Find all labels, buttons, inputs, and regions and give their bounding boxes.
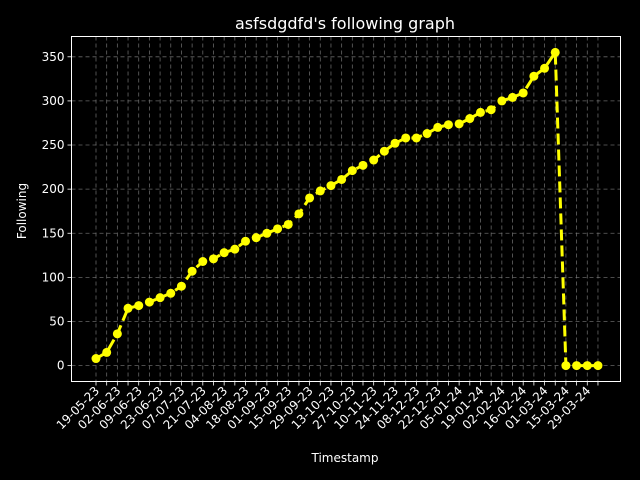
data-point	[273, 224, 283, 234]
data-point	[411, 133, 421, 143]
y-tick-label: 350	[42, 50, 65, 64]
data-point	[529, 71, 539, 81]
data-point	[582, 361, 592, 371]
data-point	[443, 120, 453, 130]
data-point	[465, 114, 475, 124]
data-point	[283, 219, 293, 229]
data-point	[593, 361, 603, 371]
data-point	[241, 236, 251, 246]
data-point	[486, 105, 496, 115]
data-point	[315, 186, 325, 196]
data-point	[497, 96, 507, 106]
data-point	[508, 92, 518, 102]
data-point	[208, 254, 218, 264]
x-axis-label: Timestamp	[311, 451, 379, 465]
y-axis-label: Following	[15, 183, 29, 239]
data-point	[433, 122, 443, 132]
data-point	[102, 347, 112, 357]
y-tick-label: 200	[42, 182, 65, 196]
data-point	[176, 281, 186, 291]
data-point	[144, 297, 154, 307]
data-point	[326, 181, 336, 191]
y-tick-label: 50	[49, 315, 64, 329]
y-tick-label: 150	[42, 226, 65, 240]
data-point	[187, 266, 197, 276]
data-point	[294, 209, 304, 219]
data-point	[219, 248, 229, 258]
data-point	[198, 257, 208, 266]
y-tick-label: 250	[42, 138, 65, 152]
y-tick-label: 100	[42, 270, 65, 284]
y-tick-label: 0	[57, 359, 65, 373]
data-point	[166, 288, 176, 298]
data-point	[422, 129, 432, 139]
plot-frame	[71, 36, 621, 382]
data-point	[262, 228, 272, 238]
data-point	[155, 293, 165, 303]
data-point	[454, 119, 464, 129]
data-point	[390, 138, 400, 148]
data-point	[305, 193, 315, 203]
data-point	[112, 329, 122, 339]
chart-title: asfsdgdfd's following graph	[235, 14, 455, 33]
grid-layer	[71, 36, 621, 382]
data-point	[358, 160, 368, 170]
data-point	[369, 155, 379, 165]
data-point	[379, 146, 389, 156]
data-point	[123, 303, 133, 313]
data-point	[134, 301, 144, 311]
series-layer	[91, 47, 603, 371]
y-tick-label: 300	[42, 94, 65, 108]
ticks-layer: 19-05-2302-06-2309-06-2323-06-2307-07-23…	[42, 50, 599, 432]
data-point	[572, 361, 582, 371]
data-point	[91, 354, 101, 364]
data-point	[230, 244, 240, 254]
data-point	[540, 63, 550, 73]
data-point	[347, 166, 357, 176]
data-point	[251, 233, 261, 243]
data-point	[561, 361, 571, 371]
data-point	[475, 107, 485, 117]
data-point	[550, 47, 560, 57]
data-point	[518, 88, 528, 98]
data-point	[401, 133, 411, 143]
data-point	[337, 174, 347, 184]
